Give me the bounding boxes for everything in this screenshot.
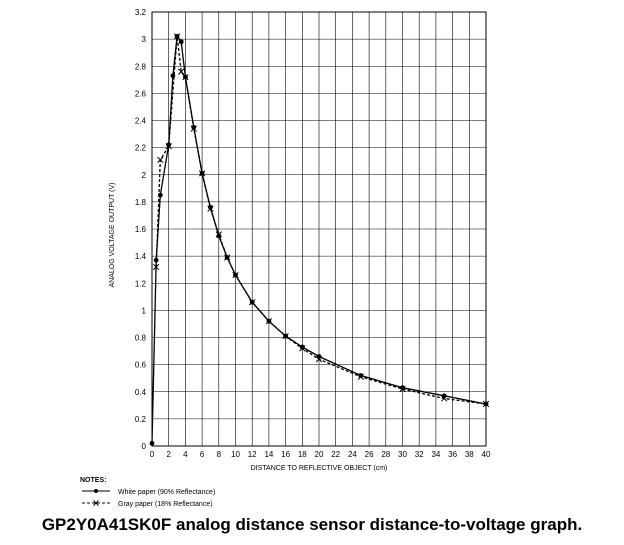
series-layer (149, 33, 490, 446)
y-tick-label: 1 (142, 306, 147, 315)
x-tick-label: 24 (348, 450, 357, 459)
data-point-white-paper (166, 142, 172, 148)
x-tick-label: 0 (150, 450, 155, 459)
data-point-gray-paper (207, 205, 214, 212)
data-point-gray-paper (399, 385, 406, 393)
data-point-gray-paper (165, 143, 172, 150)
y-tick-label: 2.6 (135, 89, 147, 98)
chart-grid (151, 11, 487, 447)
y-tick-label: 0.4 (135, 388, 147, 397)
data-point-gray-paper (215, 231, 222, 238)
y-tick-label: 0.6 (135, 361, 147, 370)
data-point-gray-paper (190, 125, 197, 132)
x-tick-label: 18 (298, 450, 307, 459)
x-tick-label: 22 (331, 450, 340, 459)
x-tick-label: 28 (381, 450, 390, 459)
y-tick-label: 3.2 (135, 8, 147, 17)
data-point-gray-paper (299, 345, 306, 352)
data-point-white-paper (149, 440, 155, 446)
data-point-gray-paper (153, 263, 160, 271)
x-tick-label: 32 (415, 450, 424, 459)
data-point-white-paper (178, 39, 184, 45)
legend-label-white-paper: White paper (90% Reflectance) (118, 489, 215, 496)
x-tick-label: 16 (281, 450, 290, 459)
legend-item-gray-paper: Gray paper (18% Reflectance) (82, 500, 213, 508)
data-point-gray-paper (232, 271, 239, 279)
distance-voltage-chart: 0 2 4 6 8 10 12 14 16 18 20 22 24 26 28 30 32 34 36 38 40 00… (80, 8, 491, 508)
data-point-gray-paper (265, 318, 273, 325)
data-point-gray-paper (482, 400, 490, 408)
plot-frame (151, 11, 487, 447)
data-point-gray-paper (357, 373, 364, 380)
y-tick-label: 2 (142, 171, 147, 180)
legend-notes: NOTES: White paper (90% Reflectance) Gra… (80, 477, 215, 508)
x-tick-label: 8 (217, 450, 222, 459)
y-tick-label: 1.2 (135, 279, 147, 288)
x-tick-label: 2 (166, 450, 171, 459)
x-tick-label: 36 (448, 450, 457, 459)
y-tick-label: 2.8 (135, 62, 147, 71)
figure-caption: GP2Y0A41SK0F analog distance sensor dist… (41, 515, 583, 534)
x-axis-label: DISTANCE TO REFLECTIVE OBJECT (cm) (251, 465, 388, 472)
y-tick-label: 0.2 (135, 415, 147, 424)
y-axis-label: ANALOG VOLTAGE OUTPUT (V) (109, 182, 116, 287)
data-point-gray-paper (198, 170, 206, 177)
x-tick-label: 34 (431, 450, 440, 459)
legend-x-marker (93, 500, 99, 506)
y-tick-label: 1.8 (135, 198, 147, 207)
data-point-white-paper (216, 233, 222, 239)
x-tick-label: 14 (264, 450, 273, 459)
data-point-gray-paper (223, 254, 231, 261)
y-tick-label: 2.2 (135, 144, 147, 153)
x-tick-label: 6 (200, 450, 205, 459)
data-point-gray-paper (157, 156, 164, 163)
series-line-gray-paper (155, 36, 487, 405)
legend-label-gray-paper: Gray paper (18% Reflectance) (118, 501, 213, 508)
y-axis-ticks: 0 0.2 0.4 0.6 0.8 1 1.2 1.4 1.6 1.8 2 2.2 2.4 2.6 2.8 3… (135, 8, 147, 451)
data-point-gray-paper (249, 299, 256, 306)
legend-item-white-paper: White paper (90% Reflectance) (82, 489, 215, 496)
data-point-gray-paper (441, 395, 448, 402)
x-tick-label: 26 (365, 450, 374, 459)
x-tick-label: 4 (183, 450, 188, 459)
y-tick-label: 0 (142, 442, 147, 451)
y-tick-label: 3 (142, 35, 147, 44)
x-tick-label: 10 (231, 450, 240, 459)
x-tick-label: 30 (398, 450, 407, 459)
legend-dot-marker (94, 489, 98, 493)
data-point-gray-paper (182, 73, 189, 81)
data-point-gray-paper (315, 356, 323, 363)
y-tick-label: 1.4 (135, 252, 147, 261)
data-point-gray-paper (173, 33, 181, 40)
x-tick-label: 12 (248, 450, 257, 459)
y-tick-label: 2.4 (135, 117, 147, 126)
data-point-gray-paper (282, 332, 289, 340)
data-point-gray-paper (178, 68, 185, 75)
y-tick-label: 1.6 (135, 225, 147, 234)
x-tick-label: 40 (482, 450, 491, 459)
notes-heading: NOTES: (80, 477, 106, 484)
y-tick-label: 0.8 (135, 334, 147, 343)
x-tick-label: 20 (315, 450, 324, 459)
x-axis-ticks: 0 2 4 6 8 10 12 14 16 18 20 22 24 26 28 30 32 34 36 38 40 (150, 450, 491, 459)
x-tick-label: 38 (465, 450, 474, 459)
